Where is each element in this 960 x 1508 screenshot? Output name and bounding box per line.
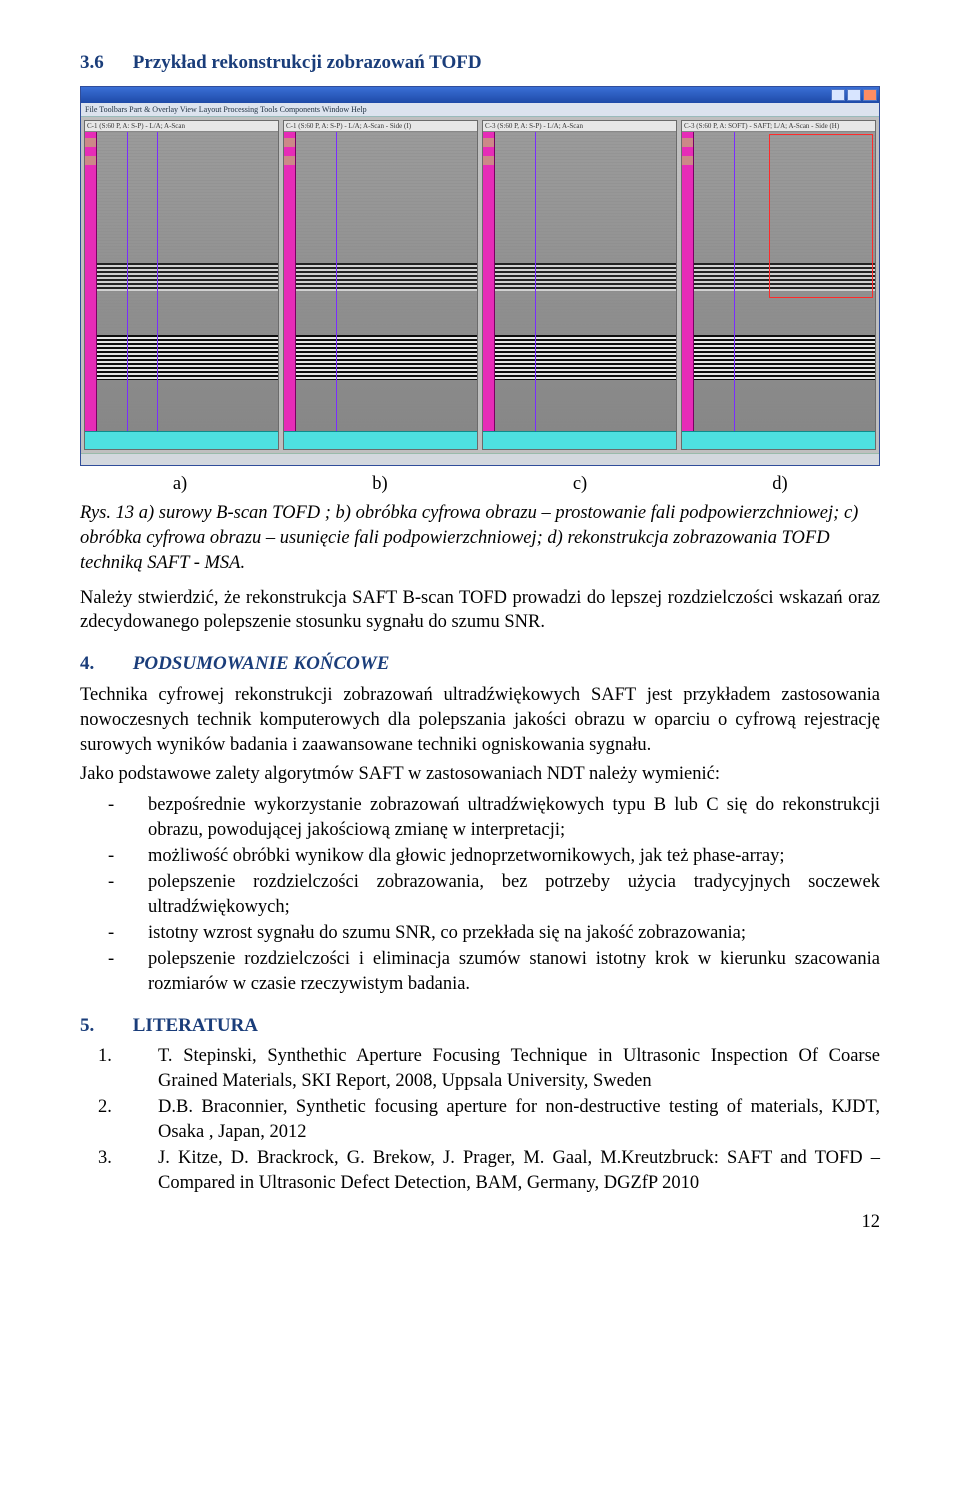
left-ruler [284, 132, 296, 431]
label-a: a) [80, 472, 280, 497]
bottom-ruler [483, 431, 676, 449]
paragraph: Jako podstawowe zalety algorytmów SAFT w… [80, 762, 880, 787]
panel-b: C-1 (S:60 P, A: S-P) - L/A; A-Scan - Sid… [283, 120, 478, 450]
close-icon [863, 89, 877, 101]
left-ruler [85, 132, 97, 431]
window-titlebar [81, 87, 879, 103]
bottom-ruler [284, 431, 477, 449]
section-title: Przykład rekonstrukcji zobrazowań TOFD [133, 52, 482, 73]
panel-c: C-3 (S:60 P, A: S-P) - L/A; A-Scan [482, 120, 677, 450]
list-item: 3.J. Kitze, D. Brackrock, G. Brekow, J. … [128, 1146, 880, 1196]
paragraph: Należy stwierdzić, że rekonstrukcja SAFT… [80, 586, 880, 636]
ref-num: 1. [128, 1044, 158, 1069]
statusbar [81, 453, 879, 465]
page-number: 12 [80, 1210, 880, 1235]
list-item: polepszenie rozdzielczości i eliminacja … [128, 947, 880, 997]
section-title: LITERATURA [133, 1015, 258, 1036]
panel-a: C-1 (S:60 P, A: S-P) - L/A; A-Scan [84, 120, 279, 450]
max-icon [847, 89, 861, 101]
figure-caption: Rys. 13 a) surowy B-scan TOFD ; b) obrób… [80, 501, 880, 576]
panel-title: C-1 (S:60 P, A: S-P) - L/A; A-Scan [85, 121, 278, 132]
panel-title: C-3 (S:60 P, A: SOFT) - SAFT; L/A; A-Sca… [682, 121, 875, 132]
section-num: 3.6 [80, 50, 128, 76]
ref-text: T. Stepinski, Synthethic Aperture Focusi… [158, 1046, 880, 1091]
list-item: bezpośrednie wykorzystanie zobrazowań ul… [128, 793, 880, 843]
section-4-heading: 4. PODSUMOWANIE KOŃCOWE [80, 651, 880, 677]
tofd-screenshot: File Toolbars Part & Overlay View Layout… [80, 86, 880, 466]
panel-d: C-3 (S:60 P, A: SOFT) - SAFT; L/A; A-Sca… [681, 120, 876, 450]
panel-title: C-3 (S:60 P, A: S-P) - L/A; A-Scan [483, 121, 676, 132]
label-c: c) [480, 472, 680, 497]
panel-row: C-1 (S:60 P, A: S-P) - L/A; A-Scan C-1 (… [81, 117, 879, 453]
list-item: 2.D.B. Braconnier, Synthetic focusing ap… [128, 1095, 880, 1145]
menubar: File Toolbars Part & Overlay View Layout… [81, 103, 879, 117]
ref-num: 3. [128, 1146, 158, 1171]
bscan-lane [97, 132, 278, 431]
bullet-list: bezpośrednie wykorzystanie zobrazowań ul… [80, 793, 880, 997]
ref-text: D.B. Braconnier, Synthetic focusing aper… [158, 1097, 880, 1142]
section-num: 4. [80, 651, 128, 677]
section-3-6-heading: 3.6 Przykład rekonstrukcji zobrazowań TO… [80, 50, 880, 76]
label-d: d) [680, 472, 880, 497]
bscan-lane [495, 132, 676, 431]
label-b: b) [280, 472, 480, 497]
list-item: istotny wzrost sygnału do szumu SNR, co … [128, 921, 880, 946]
section-5-heading: 5. LITERATURA [80, 1013, 880, 1039]
left-ruler [682, 132, 694, 431]
figure-sublabels: a) b) c) d) [80, 472, 880, 497]
bscan-lane [296, 132, 477, 431]
ref-text: J. Kitze, D. Brackrock, G. Brekow, J. Pr… [158, 1148, 880, 1193]
ref-num: 2. [128, 1095, 158, 1120]
references-list: 1.T. Stepinski, Synthethic Aperture Focu… [80, 1044, 880, 1196]
list-item: polepszenie rozdzielczości zobrazowania,… [128, 870, 880, 920]
bottom-ruler [682, 431, 875, 449]
list-item: 1.T. Stepinski, Synthethic Aperture Focu… [128, 1044, 880, 1094]
section-title: PODSUMOWANIE KOŃCOWE [133, 653, 390, 674]
left-ruler [483, 132, 495, 431]
bottom-ruler [85, 431, 278, 449]
section-num: 5. [80, 1013, 128, 1039]
paragraph: Technika cyfrowej rekonstrukcji zobrazow… [80, 683, 880, 758]
panel-title: C-1 (S:60 P, A: S-P) - L/A; A-Scan - Sid… [284, 121, 477, 132]
min-icon [831, 89, 845, 101]
bscan-lane [694, 132, 875, 431]
list-item: możliwość obróbki wynikow dla głowic jed… [128, 844, 880, 869]
